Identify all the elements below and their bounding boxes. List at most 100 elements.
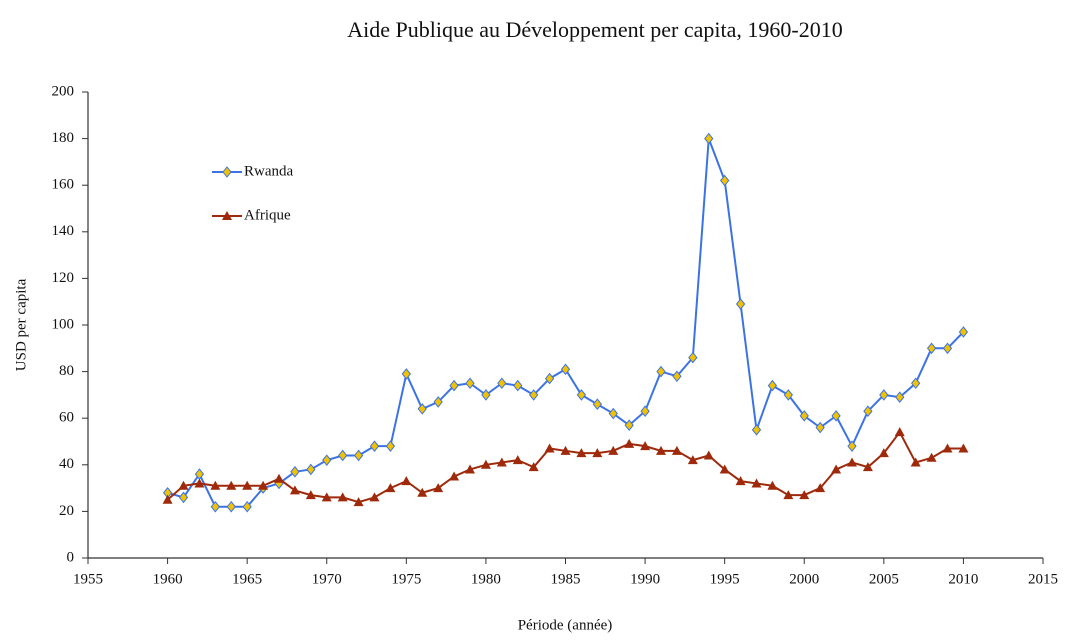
marker [831, 464, 842, 474]
y-tick-label: 180 [52, 130, 75, 146]
marker [895, 391, 905, 404]
marker [417, 487, 428, 497]
y-tick-label: 140 [52, 223, 75, 239]
marker [338, 449, 348, 462]
marker [369, 440, 380, 452]
marker [831, 410, 841, 422]
marker [671, 445, 682, 455]
marker [719, 464, 730, 474]
marker [847, 457, 857, 467]
marker [401, 476, 412, 486]
marker [449, 471, 460, 481]
marker [417, 403, 427, 415]
y-tick-label: 200 [52, 83, 75, 99]
y-tick-label: 20 [59, 503, 74, 519]
marker [337, 492, 348, 502]
marker [863, 405, 873, 418]
x-tick-label: 2000 [789, 571, 819, 587]
marker [369, 492, 380, 502]
marker [672, 370, 682, 383]
marker [385, 440, 396, 452]
x-tick-label: 2005 [869, 571, 899, 587]
chart-title: Aide Publique au Développement per capit… [347, 17, 842, 42]
x-tick-label: 1970 [312, 571, 342, 587]
marker [847, 440, 857, 452]
marker [751, 424, 762, 436]
x-tick-label: 1980 [471, 571, 501, 587]
x-axis-label: Période (année) [518, 617, 613, 633]
marker [178, 480, 189, 490]
x-tick-label: 1985 [551, 571, 581, 587]
marker [799, 410, 809, 422]
marker [688, 351, 698, 364]
marker [560, 363, 571, 376]
y-tick-label: 80 [59, 363, 74, 379]
marker [576, 389, 587, 401]
marker [799, 490, 810, 500]
series-line [166, 430, 964, 504]
marker [305, 490, 316, 500]
marker [767, 379, 778, 392]
marker [879, 389, 889, 401]
y-tick-label: 0 [67, 549, 75, 565]
marker [704, 132, 714, 145]
y-tick-label: 160 [52, 177, 75, 193]
marker [735, 476, 746, 486]
marker [926, 342, 937, 355]
marker [751, 478, 762, 488]
marker [815, 421, 825, 434]
marker [433, 483, 444, 493]
marker [226, 500, 236, 513]
marker [703, 450, 714, 460]
marker [783, 490, 794, 500]
marker [465, 464, 475, 474]
marker [194, 478, 205, 488]
marker [656, 365, 666, 378]
marker [449, 379, 459, 392]
marker [958, 326, 969, 338]
marker [640, 441, 651, 451]
x-tick-label: 1960 [153, 571, 183, 587]
marker [242, 480, 253, 490]
marker [687, 455, 698, 465]
y-tick-label: 100 [52, 316, 75, 332]
x-tick-label: 1975 [391, 571, 421, 587]
marker [528, 462, 539, 472]
marker [560, 445, 571, 455]
legend-label: Rwanda [244, 163, 293, 179]
x-tick-label: 2010 [948, 571, 978, 587]
marker [926, 452, 937, 462]
marker [656, 445, 666, 455]
marker [544, 443, 555, 453]
marker [783, 389, 793, 401]
y-tick-label: 60 [59, 410, 74, 426]
marker [353, 497, 364, 507]
y-tick-label: 40 [59, 456, 74, 472]
y-tick-label: 120 [52, 270, 75, 286]
marker [210, 500, 220, 513]
marker [385, 483, 396, 493]
marker [274, 473, 284, 483]
marker [720, 174, 730, 187]
legend-label: Afrique [244, 207, 291, 223]
marker [306, 463, 316, 476]
marker [911, 377, 921, 390]
x-tick-label: 1955 [73, 571, 103, 587]
marker [401, 368, 411, 380]
marker [815, 483, 826, 493]
marker [544, 372, 555, 385]
marker [512, 455, 523, 465]
marker [958, 443, 969, 453]
marker [481, 389, 491, 401]
marker [289, 485, 300, 495]
x-tick-label: 1965 [232, 571, 262, 587]
y-axis-label: USD per capita [13, 278, 29, 371]
marker [576, 448, 587, 458]
marker [592, 398, 602, 411]
marker [353, 449, 364, 462]
marker [862, 462, 873, 472]
marker [258, 480, 269, 490]
marker [894, 427, 905, 437]
marker [910, 457, 921, 467]
marker [178, 491, 189, 504]
